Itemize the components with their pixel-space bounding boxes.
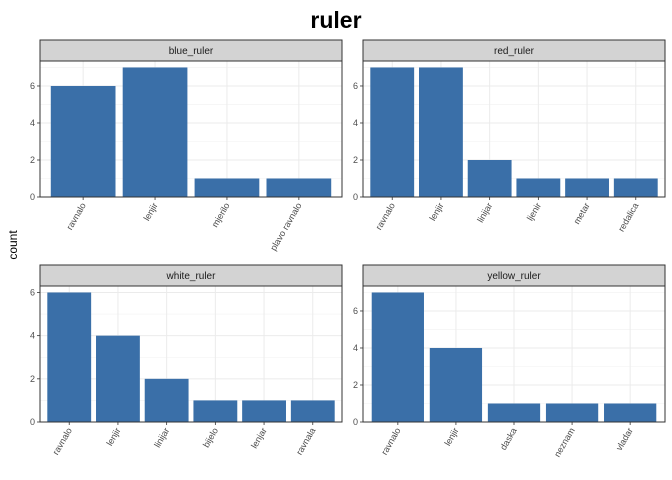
y-tick-label: 4 xyxy=(353,343,358,353)
x-tick-label: ravnalo xyxy=(64,201,87,232)
y-tick-label: 0 xyxy=(353,192,358,202)
x-tick-label: mjerilo xyxy=(210,201,232,229)
x-tick-label: lenjir xyxy=(442,426,460,447)
y-tick-label: 0 xyxy=(30,192,35,202)
panel-border xyxy=(362,285,666,423)
bar xyxy=(516,178,561,197)
bar xyxy=(194,178,260,197)
bar xyxy=(565,178,609,197)
x-tick-label: lenjir xyxy=(104,426,122,447)
bar xyxy=(122,67,188,197)
y-tick-label: 4 xyxy=(30,118,35,128)
bar xyxy=(371,292,424,422)
bar xyxy=(266,178,332,197)
y-tick-label: 6 xyxy=(30,81,35,91)
x-tick-label: neznam xyxy=(552,426,577,459)
bar xyxy=(242,400,286,422)
facet-panel: white_ruler 0 2 4 6 ravnalo lenjir linijar bijel… xyxy=(30,264,343,457)
bar xyxy=(545,403,599,422)
bar xyxy=(144,378,189,422)
x-tick-label: ljenir xyxy=(525,201,543,222)
y-tick-label: 0 xyxy=(353,417,358,427)
strip-label: white_ruler xyxy=(166,271,217,282)
x-tick-label: vladar xyxy=(614,426,635,452)
strip-label: yellow_ruler xyxy=(487,271,541,282)
x-tick-label: ravnalo xyxy=(51,426,74,457)
bar xyxy=(47,292,92,422)
y-tick-label: 4 xyxy=(353,118,358,128)
x-tick-label: metar xyxy=(572,201,592,226)
bar xyxy=(613,178,658,197)
x-tick-label: lenjir xyxy=(427,201,445,222)
bar xyxy=(429,347,483,422)
y-tick-label: 2 xyxy=(30,155,35,165)
bar xyxy=(467,159,512,197)
x-tick-label: linijar xyxy=(475,201,494,224)
y-tick-label: 6 xyxy=(30,287,35,297)
x-tick-label: redalica xyxy=(616,201,640,233)
panel-border xyxy=(39,60,343,198)
strip-label: red_ruler xyxy=(494,46,535,57)
bar xyxy=(370,67,415,197)
panel-border xyxy=(39,285,343,423)
x-tick-label: daska xyxy=(498,426,519,452)
bar xyxy=(487,403,541,422)
y-tick-label: 6 xyxy=(353,306,358,316)
y-tick-label: 2 xyxy=(30,374,35,384)
strip-label: blue_ruler xyxy=(169,46,214,57)
y-tick-label: 6 xyxy=(353,81,358,91)
x-tick-label: lenjir xyxy=(142,201,160,222)
y-tick-label: 0 xyxy=(30,417,35,427)
x-tick-label: ravnala xyxy=(294,426,317,457)
facet-panel: blue_ruler 0 2 4 6 ravnalo lenjir mjerilo plavo … xyxy=(30,39,343,252)
chart-title: ruler xyxy=(310,7,361,33)
y-axis-title: count xyxy=(6,230,20,260)
bar xyxy=(50,85,116,197)
panel-border xyxy=(362,60,666,198)
bar xyxy=(96,335,140,422)
x-tick-label: ravnalo xyxy=(379,426,402,457)
y-tick-label: 2 xyxy=(353,380,358,390)
y-tick-label: 2 xyxy=(353,155,358,165)
x-tick-label: linijar xyxy=(152,426,171,449)
x-tick-label: ravnalo xyxy=(374,201,397,232)
bar xyxy=(290,400,335,422)
facet-panel: yellow_ruler 0 2 4 6 ravnalo lenjir daska neznam… xyxy=(353,264,666,459)
bar xyxy=(604,403,657,422)
x-tick-label: plavo ravnalo xyxy=(268,201,303,252)
bar xyxy=(419,67,463,197)
x-tick-label: lenjar xyxy=(249,426,269,450)
panels-group: blue_ruler 0 2 4 6 ravnalo lenjir mjerilo plavo … xyxy=(30,39,666,459)
y-tick-label: 4 xyxy=(30,331,35,341)
facet-panel: red_ruler 0 2 4 6 ravnalo lenjir linijar ljenir m… xyxy=(353,39,666,233)
bar xyxy=(193,400,238,422)
x-tick-label: bijelo xyxy=(201,426,220,449)
